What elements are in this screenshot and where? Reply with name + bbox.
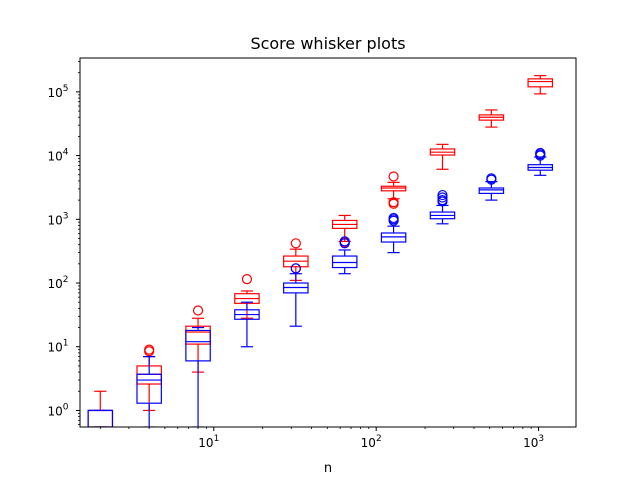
x-axis: 101 102 103: [99, 427, 544, 450]
outlier-point: [437, 189, 448, 201]
outlier-point: [535, 150, 546, 161]
outlier-point: [144, 346, 155, 357]
box-iqr: [478, 187, 505, 194]
outlier-point: [486, 173, 497, 184]
x-tick-label: 102: [361, 434, 382, 450]
y-tick-label: 105: [47, 84, 68, 100]
box-series-1-box-4: [234, 274, 260, 319]
box-series-2-box-9: [478, 173, 505, 201]
box-iqr: [185, 329, 211, 362]
outlier-point: [388, 214, 399, 225]
box-series-2-box-2: [136, 356, 162, 427]
box-iqr: [331, 255, 358, 269]
box-series-2-box-8: [429, 189, 456, 225]
chart-title: Score whisker plots: [250, 34, 405, 53]
outlier-point: [437, 192, 448, 203]
box-iqr: [527, 78, 554, 88]
box-series-1-box-6: [331, 214, 358, 248]
x-axis-label: n: [324, 461, 332, 476]
x-tick-label: 103: [523, 434, 544, 450]
outlier-point: [290, 238, 301, 249]
box-series-1-box-10: [527, 74, 554, 95]
outlier-point: [437, 196, 448, 207]
plot-area: [87, 74, 554, 427]
y-axis: 100 101 102 103 104 105: [47, 61, 80, 425]
outlier-point: [388, 198, 399, 209]
box-series-2-box-7: [380, 212, 407, 254]
box-series-2-box-3: [185, 326, 211, 427]
box-series-1-box-9: [478, 109, 505, 128]
box-series-2: [87, 147, 554, 427]
box-iqr: [136, 373, 162, 404]
box-series-2-box-10: [527, 147, 554, 176]
box-series-2-box-5: [283, 263, 309, 327]
outlier-point: [339, 236, 350, 247]
box-iqr: [380, 232, 407, 243]
outlier-point: [290, 263, 301, 274]
box-series-1-box-7: [380, 171, 407, 209]
axes-frame: [79, 57, 577, 428]
y-tick-label: 104: [47, 148, 68, 164]
outlier-point: [241, 274, 253, 285]
box-series-2-box-4: [234, 301, 260, 348]
y-tick-label: 100: [47, 402, 68, 418]
outlier-point: [192, 305, 204, 316]
outlier-point: [388, 171, 399, 182]
y-tick-label: 103: [47, 211, 68, 227]
box-series-1-box-8: [429, 143, 456, 170]
box-series-2-box-6: [331, 236, 358, 275]
box-series-2-box-1: [87, 409, 114, 427]
y-tick-label: 101: [47, 339, 68, 355]
outlier-point: [535, 147, 546, 159]
x-tick-label: 101: [198, 434, 219, 450]
y-tick-label: 102: [47, 275, 68, 291]
